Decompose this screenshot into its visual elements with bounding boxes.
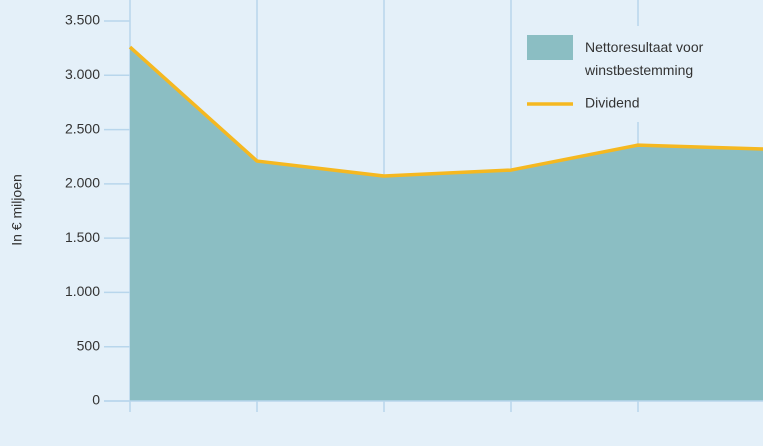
line bbox=[128, 45, 763, 178]
legend-label-line: Nettoresultaat voor bbox=[585, 39, 704, 55]
y-tick-label: 3.000 bbox=[65, 66, 100, 82]
legend-label-line: winstbestemming bbox=[584, 62, 693, 78]
y-tick-label: 2.500 bbox=[65, 120, 100, 136]
legend-label: Dividend bbox=[585, 95, 639, 111]
y-axis-label: In € miljoen bbox=[9, 174, 25, 246]
y-tick-label: 2.000 bbox=[65, 175, 100, 191]
y-tick-label: 3.500 bbox=[65, 12, 100, 28]
y-tick-label: 1.000 bbox=[65, 283, 100, 299]
y-tick-label: 500 bbox=[77, 337, 101, 353]
legend-label: Nettoresultaat voor winstbestemming bbox=[584, 39, 704, 78]
legend-swatch bbox=[527, 35, 573, 60]
area bbox=[130, 47, 763, 401]
y-tick-label: 1.500 bbox=[65, 229, 100, 245]
y-tick-label: 0 bbox=[92, 392, 100, 408]
